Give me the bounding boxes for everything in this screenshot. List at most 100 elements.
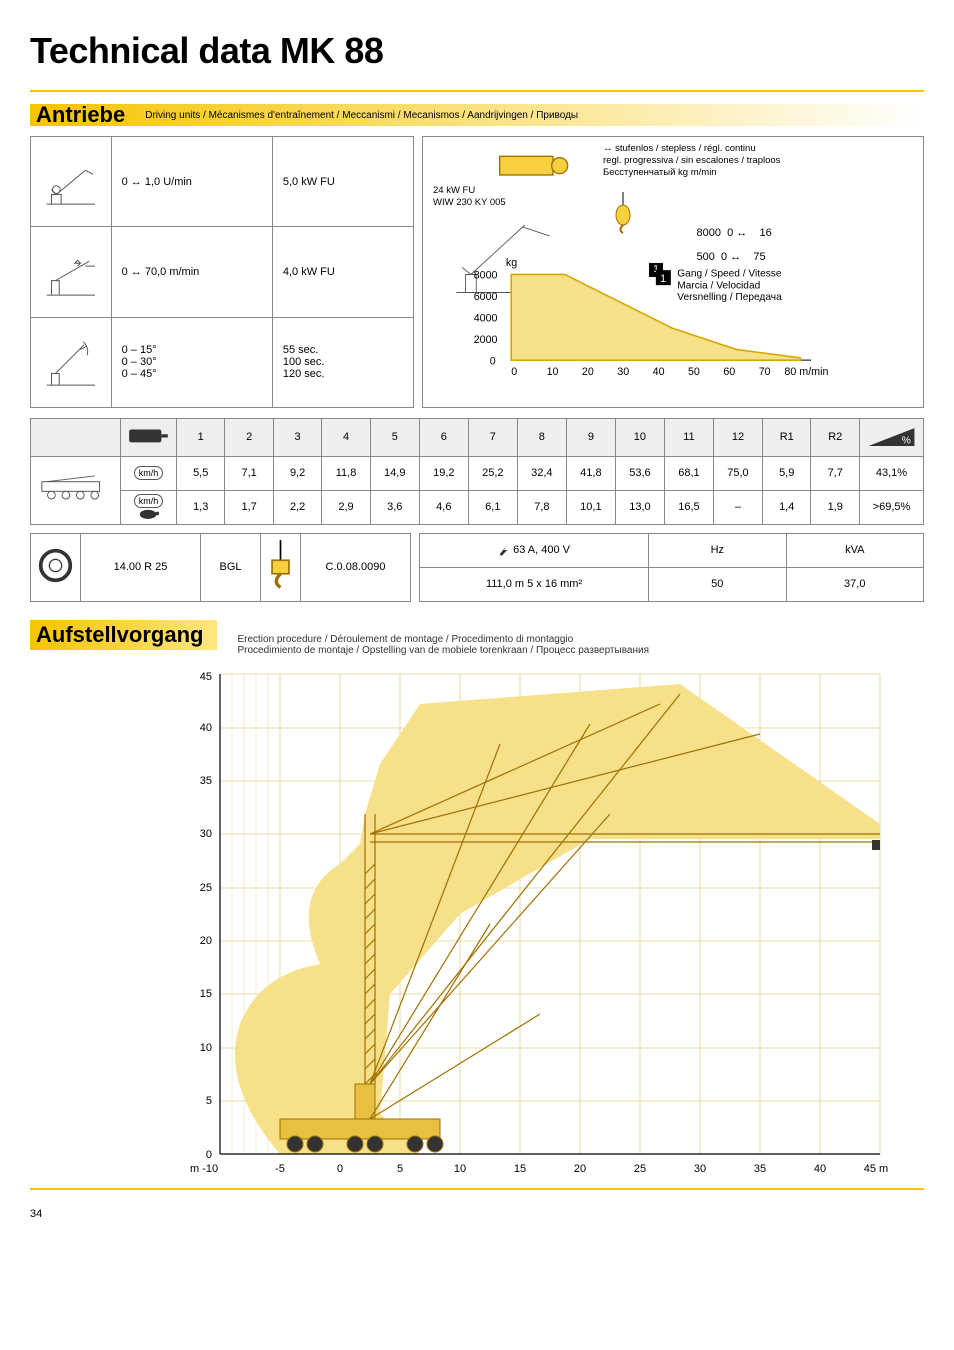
svg-text:40: 40	[814, 1163, 826, 1175]
envelope-fill	[235, 684, 880, 1154]
svg-text:-5: -5	[275, 1163, 285, 1175]
svg-text:0: 0	[206, 1149, 212, 1161]
hook-small-icon	[261, 533, 301, 601]
svg-text:6000: 6000	[474, 291, 498, 303]
x-axis-labels: m -10 -5 0 5 10 15 20 25 30 35 40 45 m	[190, 1163, 888, 1175]
drive-row-trolley: 0 ↔ 70,0 m/min 4,0 kW FU	[31, 227, 414, 317]
svg-text:45: 45	[200, 671, 212, 683]
turtle-icon	[137, 507, 161, 520]
hook-icon	[613, 187, 633, 237]
svg-text:20: 20	[582, 366, 594, 378]
svg-text:15: 15	[200, 988, 212, 1000]
svg-text:0: 0	[511, 366, 517, 378]
gearbox-icon-cell	[121, 419, 177, 457]
erection-chart: 0 5 10 15 20 25 30 35 40 45 m -10 -5 0 5 10 15 20 25 30 35…	[160, 664, 890, 1184]
slew-icon	[31, 137, 112, 227]
svg-text:1: 1	[660, 273, 666, 285]
svg-text:35: 35	[754, 1163, 766, 1175]
svg-text:Marcia / Velocidad: Marcia / Velocidad	[677, 280, 760, 291]
hook-tip	[872, 840, 880, 850]
stepless-legend: ↔ stufenlos / stepless / régl. continu r…	[603, 143, 917, 179]
drives-right-panel: ↔ stufenlos / stepless / régl. continu r…	[422, 136, 924, 408]
svg-text:5: 5	[206, 1095, 212, 1107]
svg-text:kg: kg	[506, 257, 517, 269]
svg-text:25: 25	[200, 882, 212, 894]
tire-size: 14.00 R 25	[81, 533, 201, 601]
svg-text:m -10: m -10	[190, 1163, 218, 1175]
unit-road: km/h	[121, 456, 177, 490]
svg-text:80 m/min: 80 m/min	[784, 366, 828, 378]
y-axis-labels: 0 5 10 15 20 25 30 35 40 45	[200, 671, 212, 1161]
electrical-table: 63 A, 400 V Hz kVA 111,0 m 5 x 16 mm² 50…	[419, 533, 924, 602]
plug-icon	[498, 544, 510, 556]
page-title: Technical data MK 88	[30, 30, 924, 72]
svg-text:25: 25	[634, 1163, 646, 1175]
winch-icon	[483, 143, 583, 183]
bgl-label: BGL	[201, 533, 261, 601]
svg-text:0: 0	[490, 355, 496, 367]
bgl-code: C.0.08.0090	[301, 533, 411, 601]
slew-power: 5,0 kW FU	[272, 137, 413, 227]
slew-speed: 0 ↔ 1,0 U/min	[111, 137, 272, 227]
page-number: 34	[30, 1208, 924, 1220]
unit-offroad: km/h	[121, 490, 177, 524]
gang-label: Gang / Speed / Vitesse	[677, 269, 782, 280]
elec-cable: 111,0 m 5 x 16 mm²	[420, 567, 649, 601]
elec-supply: 63 A, 400 V	[420, 533, 649, 567]
truck-icon	[31, 456, 121, 524]
section-aufstell-sub: Erection procedure / Déroulement de mont…	[237, 634, 649, 656]
svg-text:40: 40	[653, 366, 665, 378]
luff-times: 55 sec. 100 sec. 120 sec.	[272, 317, 413, 407]
grade-road: 43,1%	[860, 456, 924, 490]
svg-text:20: 20	[200, 935, 212, 947]
gear-row-offroad: km/h 1,31,72,22,93,64,66,17,810,113,016,…	[31, 490, 924, 524]
svg-text:0: 0	[337, 1163, 343, 1175]
svg-text:15: 15	[514, 1163, 526, 1175]
gear-header-row: 123456789101112R1R2 %	[31, 419, 924, 457]
section-antriebe-label: Antriebe	[30, 102, 125, 128]
hoist-chart: kg 8000 6000 4000 2000 0 0 10 20 30 40 50 60 70…	[463, 253, 849, 403]
tire-table: 14.00 R 25 BGL C.0.08.0090	[30, 533, 411, 602]
luff-icon	[31, 317, 112, 407]
section-antriebe-sub: Driving units / Mécanismes d'entraînemen…	[145, 110, 578, 121]
svg-text:70: 70	[759, 366, 771, 378]
gear-table: 123456789101112R1R2 % km/h 5,57,19,211,8…	[30, 418, 924, 525]
section-aufstell-label: Aufstellvorgang	[30, 620, 217, 650]
svg-text:4000: 4000	[474, 313, 498, 325]
elec-hz-val: 50	[649, 567, 786, 601]
svg-text:%: %	[902, 436, 911, 447]
svg-text:30: 30	[200, 828, 212, 840]
svg-text:10: 10	[200, 1042, 212, 1054]
svg-text:30: 30	[617, 366, 629, 378]
svg-text:35: 35	[200, 775, 212, 787]
section-antriebe-header: Antriebe Driving units / Mécanismes d'en…	[30, 104, 924, 126]
svg-text:10: 10	[547, 366, 559, 378]
svg-text:30: 30	[694, 1163, 706, 1175]
trolley-speed: 0 ↔ 70,0 m/min	[111, 227, 272, 317]
svg-text:5: 5	[397, 1163, 403, 1175]
trolley-icon	[31, 227, 112, 317]
svg-text:8000: 8000	[474, 270, 498, 282]
motor-label: 24 kW FU WIW 230 KY 005	[433, 185, 506, 209]
drives-left-table: 0 ↔ 1,0 U/min 5,0 kW FU 0 ↔ 70,0 m/min 4…	[30, 136, 414, 408]
svg-text:40: 40	[200, 722, 212, 734]
elec-kva-hdr: kVA	[786, 533, 923, 567]
luff-angles: 0 – 15° 0 – 30° 0 – 45°	[111, 317, 272, 407]
grade-offroad: >69,5%	[860, 490, 924, 524]
grade-icon: %	[866, 423, 917, 449]
grade-icon-cell: %	[860, 419, 924, 457]
trolley-power: 4,0 kW FU	[272, 227, 413, 317]
svg-text:45 m: 45 m	[864, 1163, 888, 1175]
svg-text:10: 10	[454, 1163, 466, 1175]
svg-text:2000: 2000	[474, 334, 498, 346]
svg-text:20: 20	[574, 1163, 586, 1175]
gear-row-road: km/h 5,57,19,211,814,919,225,232,441,853…	[31, 456, 924, 490]
svg-text:60: 60	[723, 366, 735, 378]
truck-icon-cell	[31, 419, 121, 457]
svg-text:50: 50	[688, 366, 700, 378]
rule-bottom	[30, 1188, 924, 1190]
gearbox-icon	[127, 423, 170, 449]
drive-row-slew: 0 ↔ 1,0 U/min 5,0 kW FU	[31, 137, 414, 227]
tire-icon	[31, 533, 81, 601]
rule-top	[30, 90, 924, 92]
